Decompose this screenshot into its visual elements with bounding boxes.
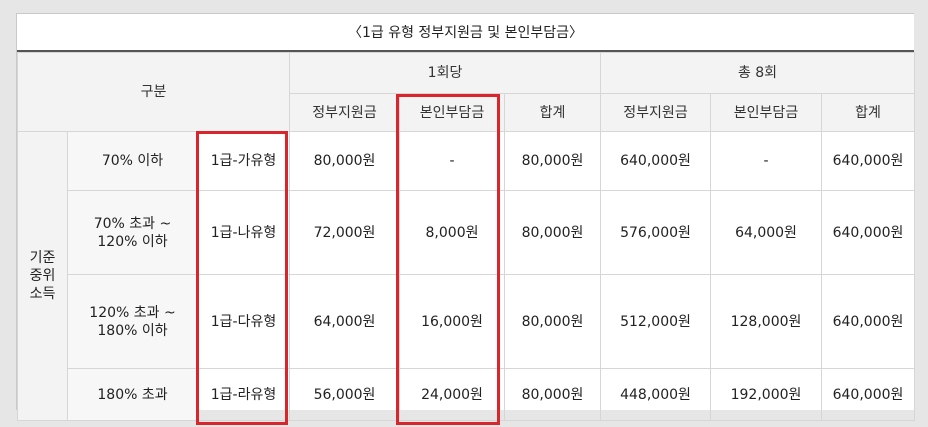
gov-per-visit-cell: 80,000원 bbox=[289, 131, 400, 191]
sum-total-cell: 640,000원 bbox=[821, 274, 915, 369]
income-range: 70% 초과 ~ 120% 이하 bbox=[67, 190, 198, 275]
table-row: 180% 초과 1급-라유형 56,000원 24,000원 80,000원 4… bbox=[18, 368, 915, 421]
header-gov-per-visit: 정부지원금 bbox=[289, 93, 400, 132]
gov-total-cell: 448,000원 bbox=[600, 368, 711, 421]
header-gov-total: 정부지원금 bbox=[600, 93, 711, 132]
sum-per-visit-cell: 80,000원 bbox=[504, 190, 601, 275]
income-range: 180% 초과 bbox=[67, 368, 198, 421]
gov-per-visit-cell: 56,000원 bbox=[289, 368, 400, 421]
table-row: 70% 초과 ~ 120% 이하 1급-나유형 72,000원 8,000원 8… bbox=[18, 190, 915, 275]
gov-per-visit-cell: 72,000원 bbox=[289, 190, 400, 275]
sum-per-visit-cell: 80,000원 bbox=[504, 368, 601, 421]
highlight-self-pay-column bbox=[396, 94, 500, 425]
self-total-cell: 64,000원 bbox=[710, 190, 822, 275]
table-frame: 〈1급 유형 정부지원금 및 본인부담금〉 구분 1회당 총 8회 정부지원금 … bbox=[16, 13, 915, 421]
gov-total-cell: 640,000원 bbox=[600, 131, 711, 191]
self-per-visit-cell: 8,000원 bbox=[399, 190, 505, 275]
highlight-type-column bbox=[196, 131, 288, 425]
self-per-visit-cell: 24,000원 bbox=[399, 368, 505, 421]
header-total: 총 8회 bbox=[600, 52, 915, 94]
header-sum-per-visit: 합계 bbox=[504, 93, 601, 132]
header-sum-total: 합계 bbox=[821, 93, 915, 132]
gov-total-cell: 576,000원 bbox=[600, 190, 711, 275]
sum-total-cell: 640,000원 bbox=[821, 368, 915, 421]
sum-total-cell: 640,000원 bbox=[821, 131, 915, 191]
subsidy-table: 구분 1회당 총 8회 정부지원금 본인부담금 합계 정부지원금 본인부담금 합… bbox=[17, 52, 915, 421]
type-cell: 1급-나유형 bbox=[197, 190, 290, 275]
sum-per-visit-cell: 80,000원 bbox=[504, 274, 601, 369]
sum-per-visit-cell: 80,000원 bbox=[504, 131, 601, 191]
income-range: 70% 이하 bbox=[67, 131, 198, 191]
self-total-cell: 192,000원 bbox=[710, 368, 822, 421]
type-cell: 1급-가유형 bbox=[197, 131, 290, 191]
side-label: 기준 중위 소득 bbox=[17, 131, 68, 421]
table-row: 120% 초과 ~ 180% 이하 1급-다유형 64,000원 16,000원… bbox=[18, 274, 915, 369]
income-range: 120% 초과 ~ 180% 이하 bbox=[67, 274, 198, 369]
self-total-cell: - bbox=[710, 131, 822, 191]
table-title: 〈1급 유형 정부지원금 및 본인부담금〉 bbox=[17, 14, 914, 52]
table-row: 기준 중위 소득 70% 이하 1급-가유형 80,000원 - 80,000원… bbox=[17, 131, 915, 421]
header-category: 구분 bbox=[17, 52, 290, 132]
self-total-cell: 128,000원 bbox=[710, 274, 822, 369]
header-per-visit: 1회당 bbox=[289, 52, 601, 94]
gov-per-visit-cell: 64,000원 bbox=[289, 274, 400, 369]
gov-total-cell: 512,000원 bbox=[600, 274, 711, 369]
header-self-total: 본인부담금 bbox=[710, 93, 822, 132]
sum-total-cell: 640,000원 bbox=[821, 190, 915, 275]
